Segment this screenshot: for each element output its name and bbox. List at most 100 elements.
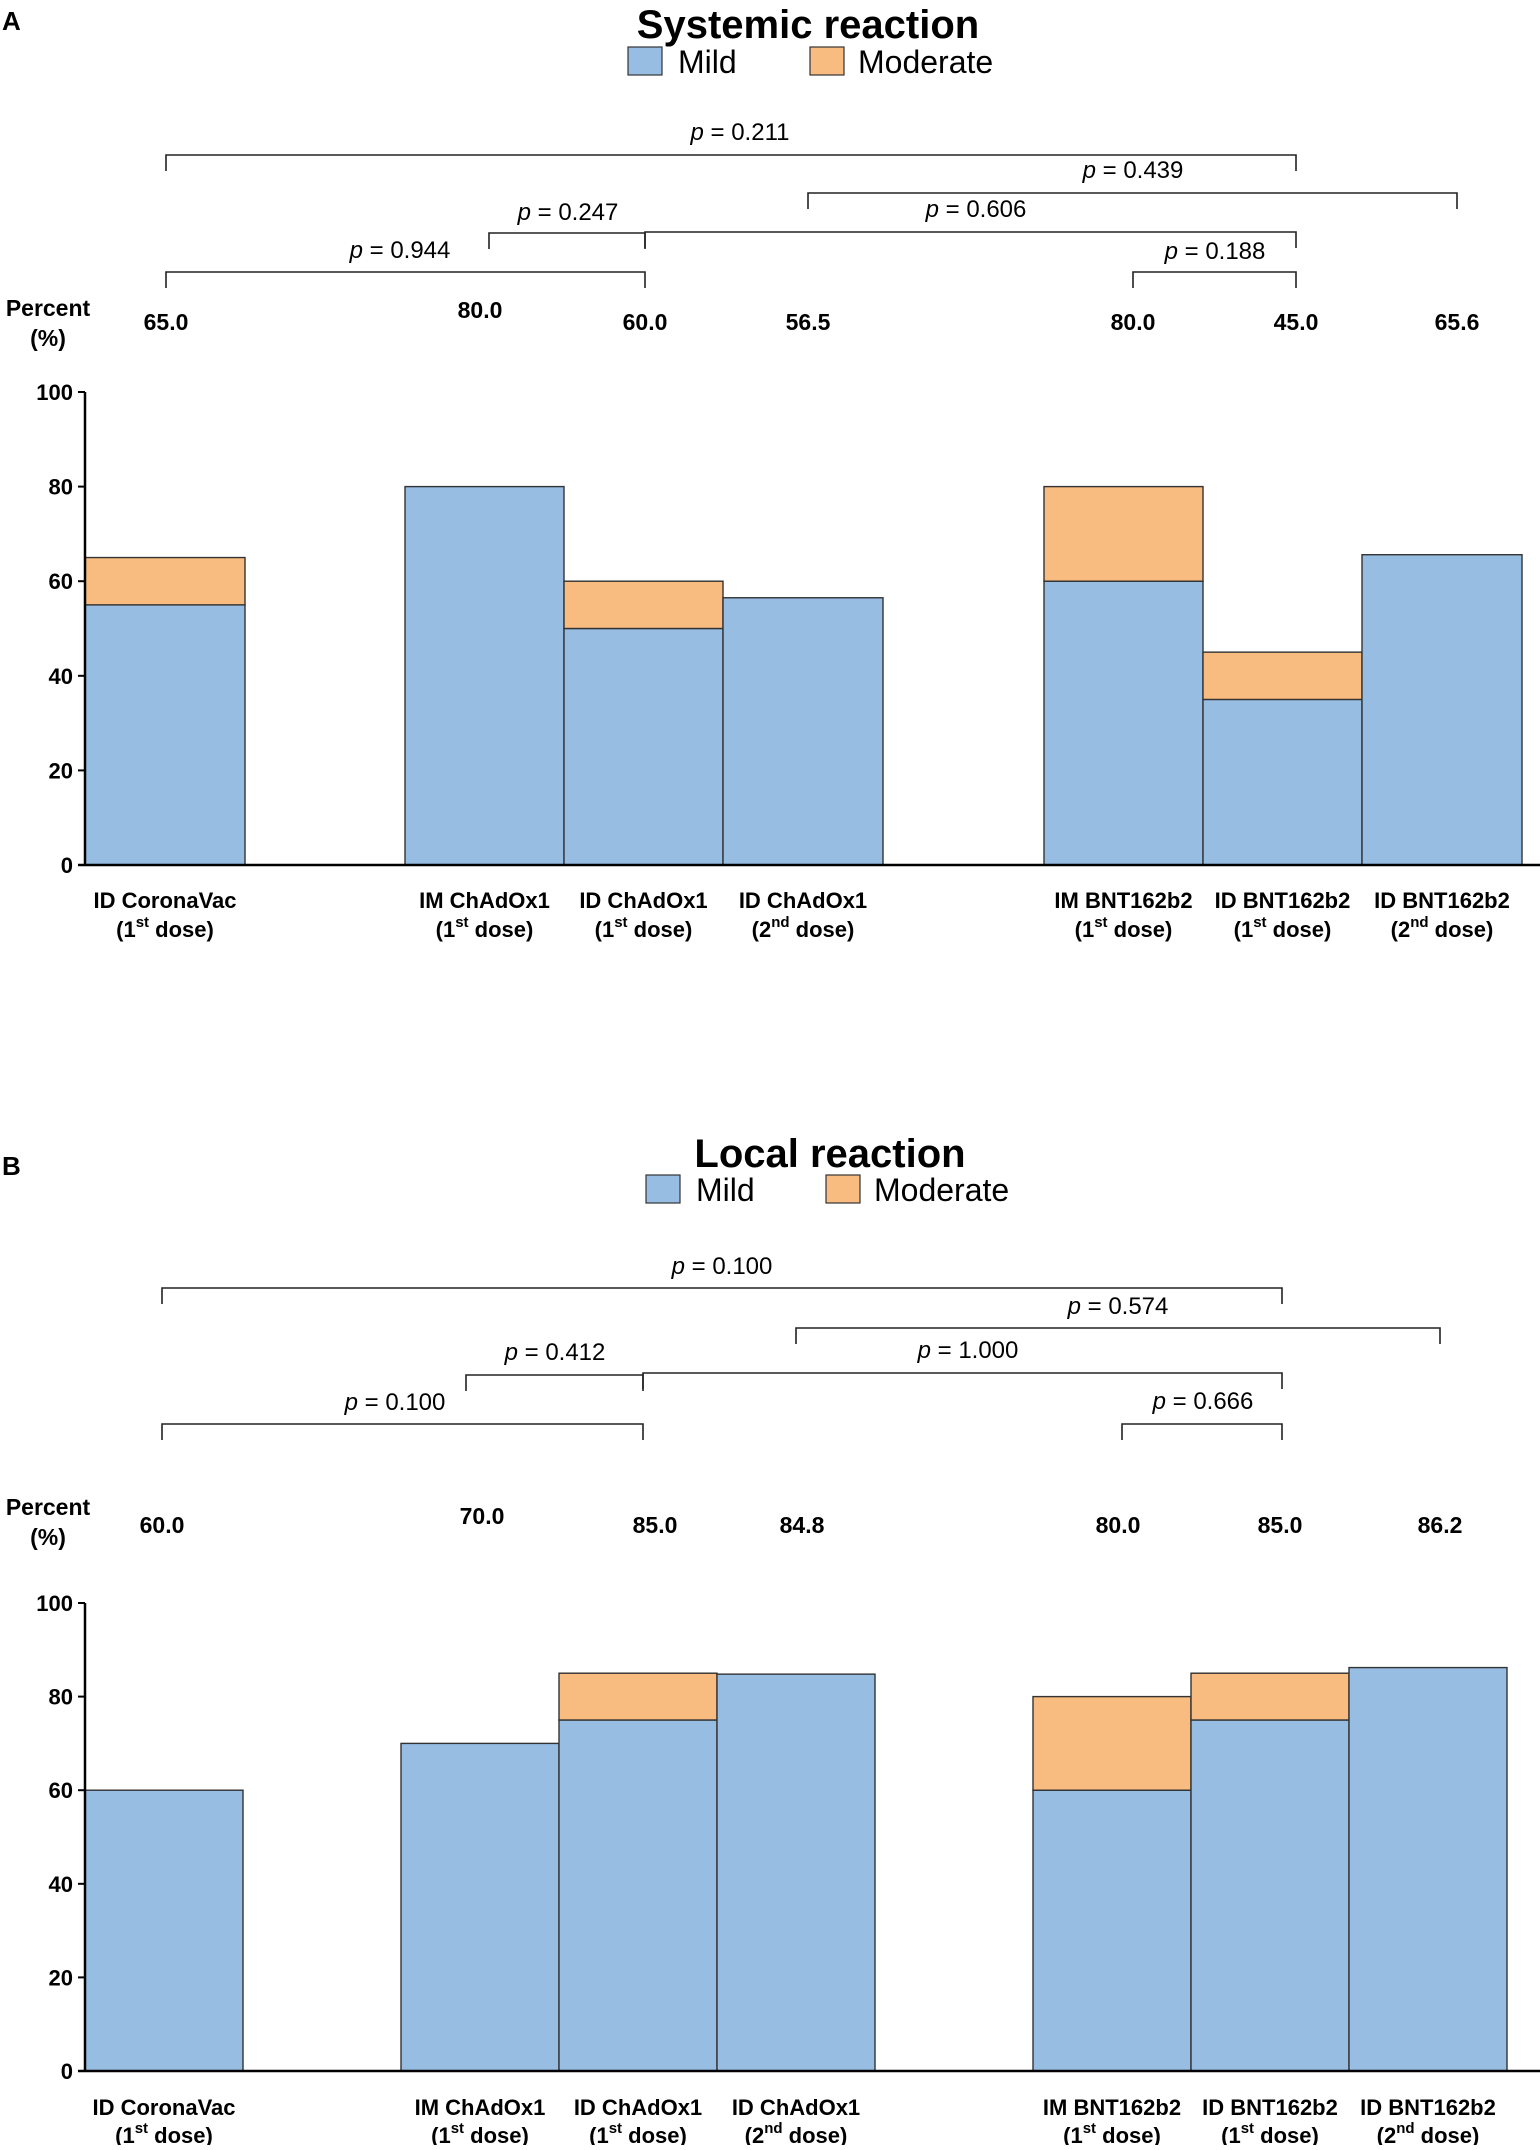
y-tick-label: 40 xyxy=(49,1872,73,1897)
category-label: ID CoronaVac xyxy=(92,2095,235,2120)
category-label: IM ChAdOx1 xyxy=(419,888,550,913)
p-symbol: p xyxy=(344,1389,358,1416)
category-label: ID ChAdOx1 xyxy=(574,2095,702,2120)
category-sublabel: (2nd dose) xyxy=(1377,2120,1480,2145)
dose-suffix: dose) xyxy=(1429,917,1494,942)
legend-label-mild: Mild xyxy=(696,1172,755,1208)
dose-suffix: dose) xyxy=(1267,917,1332,942)
y-tick-label: 100 xyxy=(36,1591,73,1616)
category-sublabel: (2nd dose) xyxy=(745,2120,848,2145)
dose-ordinal: nd xyxy=(1396,2120,1414,2137)
p-value: = 0.666 xyxy=(1166,1388,1253,1415)
p-value: = 1.000 xyxy=(931,1337,1018,1364)
dose-suffix: dose) xyxy=(1254,2123,1319,2145)
comparison-bracket xyxy=(642,1372,1283,1389)
dose-suffix: dose) xyxy=(469,917,534,942)
p-value-label: p = 0.439 xyxy=(1082,157,1184,184)
legend-swatch-moderate xyxy=(825,1174,861,1204)
dose-number: (1 xyxy=(1075,917,1095,942)
p-value-label: p = 0.412 xyxy=(504,1339,606,1366)
panel-letter: A xyxy=(2,6,21,36)
bar-mild xyxy=(1361,554,1523,866)
comparison-bracket xyxy=(1121,1423,1283,1440)
comparison-bracket xyxy=(1132,271,1297,288)
bar-moderate xyxy=(1190,1672,1350,1721)
percent-row-unit: (%) xyxy=(30,325,66,351)
category-label: ID BNT162b2 xyxy=(1374,888,1510,913)
p-value: = 0.211 xyxy=(704,119,790,146)
panel-letter: B xyxy=(2,1151,21,1181)
dose-number: (1 xyxy=(431,2123,451,2145)
legend-swatch-mild xyxy=(627,46,663,76)
comparison-bracket xyxy=(161,1287,1283,1304)
p-value-label: p = 0.247 xyxy=(517,199,619,226)
legend-swatch-moderate xyxy=(809,46,845,76)
y-tick-label: 80 xyxy=(49,1685,73,1710)
y-tick-label: 80 xyxy=(49,475,73,500)
dose-suffix: dose) xyxy=(622,2123,687,2145)
p-symbol: p xyxy=(925,196,939,223)
p-value: = 0.188 xyxy=(1178,238,1265,265)
category-label: IM BNT162b2 xyxy=(1043,2095,1181,2120)
percent-total: 84.8 xyxy=(780,1512,825,1538)
category-sublabel: (1st dose) xyxy=(1221,2120,1319,2145)
percent-total: 70.0 xyxy=(460,1503,505,1529)
category-sublabel: (1st dose) xyxy=(116,914,214,942)
dose-number: (1 xyxy=(595,917,615,942)
p-value: = 0.412 xyxy=(518,1339,605,1366)
category-label: ID ChAdOx1 xyxy=(739,888,867,913)
comparison-bracket xyxy=(165,271,646,288)
dose-ordinal: st xyxy=(1241,2120,1254,2137)
category-sublabel: (1st dose) xyxy=(1063,2120,1161,2145)
dose-number: (1 xyxy=(436,917,456,942)
dose-suffix: dose) xyxy=(464,2123,529,2145)
dose-suffix: dose) xyxy=(148,2123,213,2145)
legend-label-mild: Mild xyxy=(678,44,737,80)
comparison-bracket xyxy=(165,154,1297,171)
p-value-label: p = 0.100 xyxy=(671,1253,773,1280)
category-sublabel: (1st dose) xyxy=(431,2120,529,2145)
percent-total: 56.5 xyxy=(786,309,831,335)
percent-total: 80.0 xyxy=(458,297,503,323)
percent-total: 60.0 xyxy=(140,1512,185,1538)
category-sublabel: (2nd dose) xyxy=(752,914,855,942)
dose-number: (1 xyxy=(589,2123,609,2145)
y-tick-label: 0 xyxy=(61,2059,73,2084)
dose-suffix: dose) xyxy=(149,917,214,942)
comparison-bracket xyxy=(795,1327,1441,1344)
bar-moderate xyxy=(1043,485,1204,582)
dose-ordinal: st xyxy=(1083,2120,1096,2137)
percent-total: 45.0 xyxy=(1274,309,1319,335)
percent-row-unit: (%) xyxy=(30,1524,66,1550)
bar-mild xyxy=(1348,1666,1508,2072)
p-symbol: p xyxy=(349,237,363,264)
category-sublabel: (1st dose) xyxy=(1234,914,1332,942)
dose-suffix: dose) xyxy=(1415,2123,1480,2145)
comparison-bracket xyxy=(161,1423,644,1440)
bar-moderate xyxy=(558,1672,718,1721)
dose-ordinal: st xyxy=(609,2120,622,2137)
p-symbol: p xyxy=(1082,157,1096,184)
p-value: = 0.247 xyxy=(531,199,618,226)
percent-row-label: Percent xyxy=(6,295,91,321)
y-tick-label: 20 xyxy=(49,758,73,783)
category-label: IM BNT162b2 xyxy=(1054,888,1192,913)
category-sublabel: (2nd dose) xyxy=(1391,914,1494,942)
p-symbol: p xyxy=(1067,1293,1081,1320)
dose-suffix: dose) xyxy=(628,917,693,942)
p-value-label: p = 0.944 xyxy=(349,237,451,264)
bar-mild xyxy=(716,1673,876,2072)
dose-ordinal: st xyxy=(1253,914,1266,931)
percent-total: 86.2 xyxy=(1418,1512,1463,1538)
y-tick-label: 60 xyxy=(49,1778,73,1803)
p-value: = 0.574 xyxy=(1081,1293,1168,1320)
percent-total: 65.6 xyxy=(1435,309,1480,335)
p-value-label: p = 0.211 xyxy=(690,119,790,146)
percent-total: 80.0 xyxy=(1096,1512,1141,1538)
dose-ordinal: st xyxy=(1094,914,1107,931)
percent-total: 80.0 xyxy=(1111,309,1156,335)
p-symbol: p xyxy=(504,1339,518,1366)
category-label: ID CoronaVac xyxy=(93,888,236,913)
category-label: ID ChAdOx1 xyxy=(732,2095,860,2120)
